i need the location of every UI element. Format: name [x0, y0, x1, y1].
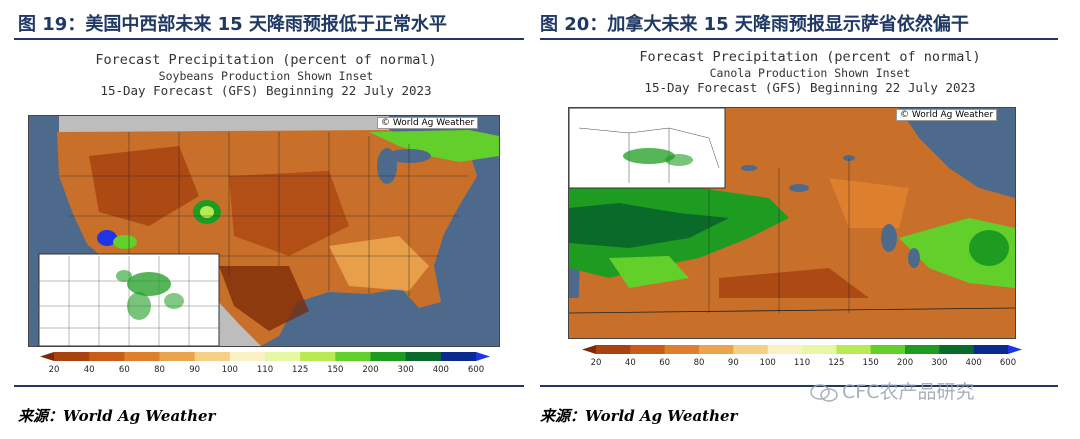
map-subtitle: Canola Production Shown Inset [709, 65, 911, 80]
colorbar-tick-label: 150 [327, 365, 343, 375]
colorbar-legend: 20 40 60 80 90 100 110 125 150 200 300 400 600 [40, 352, 490, 375]
colorbar-swatch [905, 345, 940, 354]
colorbar-min-arrow [40, 352, 54, 361]
colorbar-max-arrow [1008, 345, 1022, 354]
map-forecast-label: 15-Day Forecast (GFS) Beginning 22 July … [100, 83, 432, 99]
colorbar-swatch [265, 352, 301, 361]
southeast-moderate [329, 236, 429, 291]
colorbar-swatch [405, 352, 442, 361]
colorbar-swatch [124, 352, 160, 361]
colorbar-swatch [939, 345, 975, 354]
colorbar-swatch [836, 345, 872, 354]
bottom-rule [14, 385, 524, 387]
colorbar-swatch [370, 352, 407, 361]
map-header: Forecast Precipitation (percent of norma… [26, 52, 506, 99]
colorbar-tick-label: 40 [84, 365, 95, 375]
colorbar-tick-label: 60 [119, 365, 130, 375]
dry-central [229, 171, 349, 256]
canada-land [59, 116, 389, 134]
colorbar-swatch [699, 345, 734, 354]
colorbar-swatch [802, 345, 837, 354]
colorbar-tick-label: 300 [931, 358, 947, 368]
canada-map-graphic [569, 108, 1015, 338]
colorbar-tick-label: 110 [257, 365, 273, 375]
colorbar-tick-label: 125 [292, 365, 308, 375]
colorbar-tick-label: 40 [625, 358, 636, 368]
canola-areas [623, 148, 693, 166]
colorbar-swatch [54, 352, 90, 361]
colorbar-legend: 20 40 60 80 90 100 110 125 150 200 300 400 600 [582, 345, 1022, 368]
map-title: Forecast Precipitation (percent of norma… [639, 49, 981, 65]
colorbar-swatch [870, 345, 906, 354]
source-note: 来源：World Ag Weather [18, 407, 216, 425]
border-line [569, 307, 1015, 314]
colorbar-swatch [335, 352, 371, 361]
colorbar-tick-label: 150 [863, 358, 879, 368]
dry-texas [219, 266, 309, 331]
colorbar-tick-label: 300 [398, 365, 414, 375]
colorbar-swatch [664, 345, 700, 354]
colorbar-swatch [229, 352, 266, 361]
state-borders [59, 132, 469, 296]
colorbar-tick-label: 125 [828, 358, 844, 368]
colorbar-swatch [630, 345, 666, 354]
colorbar-tick-label: 20 [49, 365, 60, 375]
map-header: Forecast Precipitation (percent of norma… [570, 49, 1050, 96]
colorbar-tick-label: 20 [591, 358, 602, 368]
watermark: CFC农产品研究 [810, 377, 974, 404]
colorbar-swatch [159, 352, 196, 361]
lakes [741, 155, 920, 268]
source-note: 来源：World Ag Weather [540, 407, 738, 425]
colorbar-tick-label: 90 [189, 365, 200, 375]
colorbar-swatch [194, 352, 231, 361]
dry-west [89, 146, 199, 226]
colorbar-min-arrow [582, 345, 596, 354]
colorbar-tick-label: 80 [694, 358, 705, 368]
hudson-bay [899, 108, 1015, 198]
soybean-areas [116, 270, 184, 320]
colorbar-tick-label: 600 [1000, 358, 1016, 368]
colorbar-tick-label: 100 [760, 358, 776, 368]
figure-title: 图 20：加拿大未来 15 天降雨预报显示萨省依然偏干 [540, 14, 969, 35]
colorbar-tick-label: 600 [468, 365, 484, 375]
colorbar-swatch [973, 345, 1009, 354]
colorbar-max-arrow [476, 352, 490, 361]
us-map-graphic [29, 116, 499, 346]
colorbar-swatch [596, 345, 631, 354]
colorbar-tick-label: 200 [362, 365, 378, 375]
colorbar-tick-label: 110 [794, 358, 810, 368]
wet-california [97, 230, 117, 246]
colorbar-tick-label: 100 [222, 365, 238, 375]
figure-19: 图 19：美国中西部未来 15 天降雨预报低于正常水平 Forecast Pre… [0, 0, 532, 439]
colorbar-tick-label: 400 [966, 358, 982, 368]
figure-20: 图 20：加拿大未来 15 天降雨预报显示萨省依然偏干 Forecast Pre… [540, 0, 1080, 439]
colorbar-tick-label: 400 [433, 365, 449, 375]
colorbar-swatch [300, 352, 336, 361]
colorbar-swatch [440, 352, 477, 361]
wechat-icon [810, 383, 838, 403]
canada-precip-map: © World Ag Weather [568, 107, 1016, 339]
colorbar-tick-label: 200 [897, 358, 913, 368]
title-rule [540, 38, 1058, 40]
us-precip-map: © World Ag Weather [28, 115, 500, 347]
colorbar-tick-label: 90 [728, 358, 739, 368]
province-borders [708, 158, 850, 313]
map-title: Forecast Precipitation (percent of norma… [95, 52, 437, 68]
title-rule [14, 38, 524, 40]
colorbar-swatch [733, 345, 769, 354]
colorbar-tick-label: 80 [154, 365, 165, 375]
watermark-text: CFC农产品研究 [842, 381, 975, 403]
colorbar-swatch [89, 352, 125, 361]
colorbar-swatch [767, 345, 803, 354]
map-forecast-label: 15-Day Forecast (GFS) Beginning 22 July … [644, 80, 976, 96]
canola-inset [569, 108, 726, 189]
map-credit: © World Ag Weather [377, 117, 479, 129]
figure-title: 图 19：美国中西部未来 15 天降雨预报低于正常水平 [18, 14, 447, 35]
wet-northeast [369, 130, 499, 162]
map-subtitle: Soybeans Production Shown Inset [158, 68, 374, 83]
map-credit: © World Ag Weather [896, 109, 998, 121]
colorbar-tick-label: 60 [659, 358, 670, 368]
bottom-rule [540, 385, 1058, 387]
